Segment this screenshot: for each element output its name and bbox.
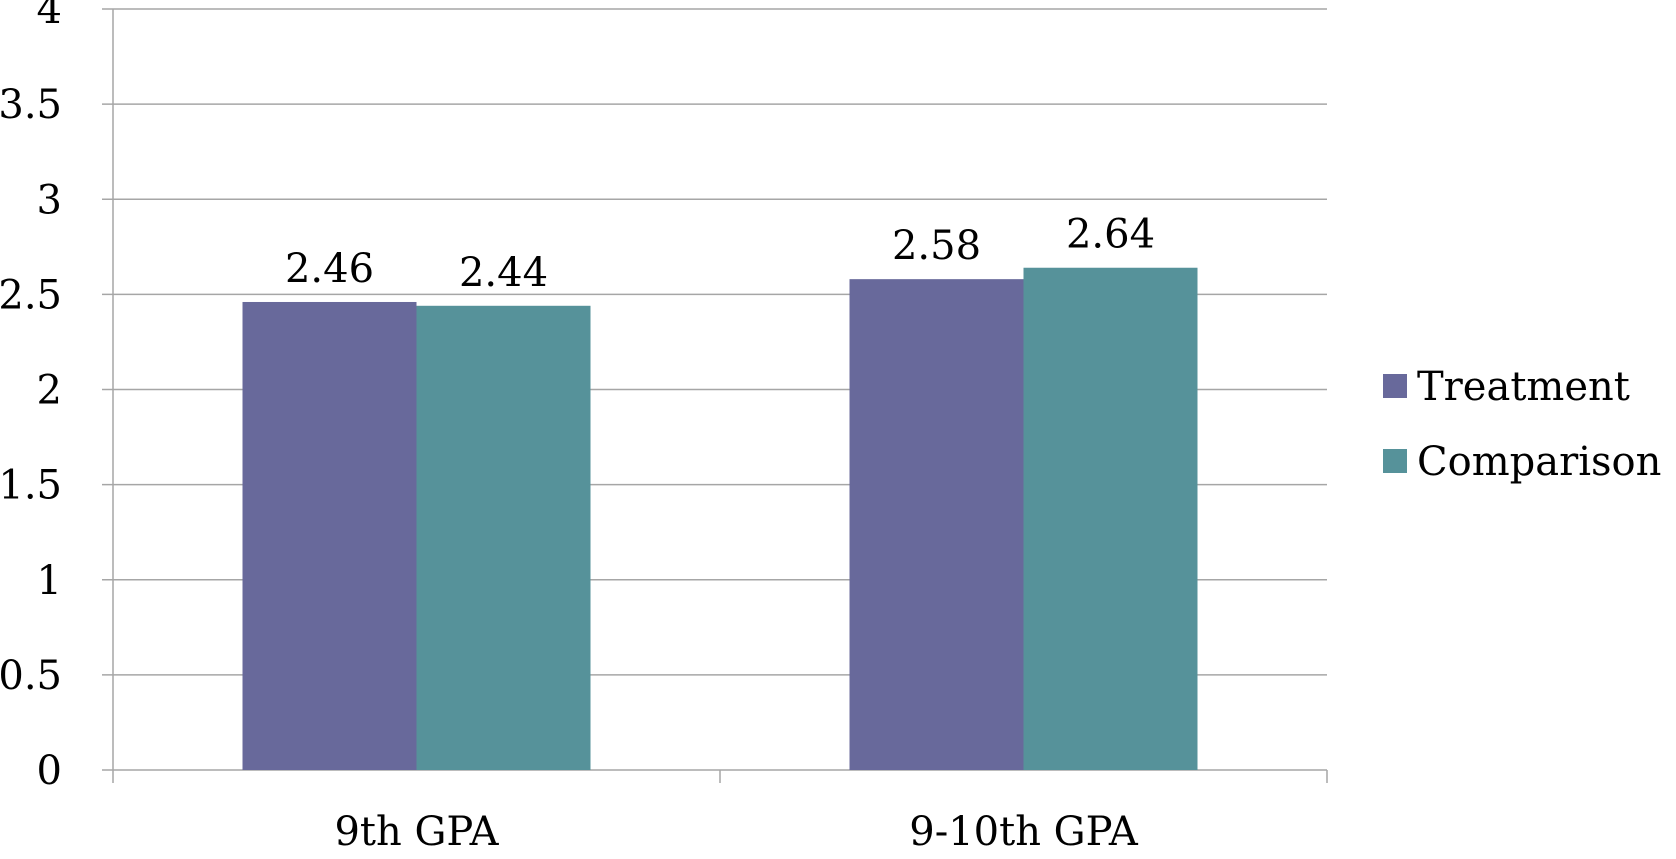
y-tick-label: 3.5 <box>0 82 62 128</box>
y-tick-label: 2 <box>37 368 62 414</box>
data-label-comparison-0: 2.44 <box>459 250 548 296</box>
axes: 0 0.5 1 1.5 2 2.5 3 3.5 4 9th GPA 9-10th GPA <box>0 0 1328 855</box>
data-label-treatment-1: 2.58 <box>892 223 981 269</box>
bars <box>242 267 1198 770</box>
legend: Treatment Comparison <box>1383 364 1661 485</box>
bar-comparison-1 <box>1023 267 1198 770</box>
y-tick-label: 4 <box>37 0 62 33</box>
bar-treatment-1 <box>849 279 1024 770</box>
bar-comparison-0 <box>416 305 591 770</box>
legend-label-treatment: Treatment <box>1417 364 1630 410</box>
bar-treatment-0 <box>242 301 417 770</box>
y-tick-label: 1.5 <box>0 463 62 509</box>
x-category-label: 9th GPA <box>334 809 499 855</box>
x-category-label: 9-10th GPA <box>909 809 1139 855</box>
y-tick-label: 1 <box>37 558 62 604</box>
y-tick-label: 0.5 <box>0 653 62 699</box>
data-label-comparison-1: 2.64 <box>1066 212 1155 258</box>
legend-swatch-treatment <box>1383 374 1407 398</box>
y-tick-label: 2.5 <box>0 272 62 318</box>
legend-label-comparison: Comparison <box>1417 439 1661 485</box>
data-labels: 2.46 2.44 2.58 2.64 <box>285 212 1155 296</box>
y-tick-label: 3 <box>37 177 62 223</box>
data-label-treatment-0: 2.46 <box>285 246 374 292</box>
legend-swatch-comparison <box>1383 449 1407 473</box>
y-tick-label: 0 <box>37 748 62 794</box>
